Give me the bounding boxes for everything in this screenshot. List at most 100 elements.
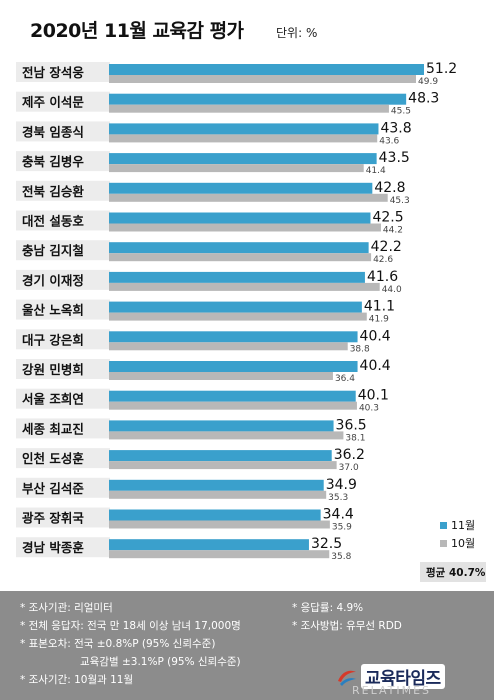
value-label-nov: 42.2: [371, 239, 402, 255]
category-label-bg: [16, 210, 110, 231]
value-label-oct: 38.8: [350, 344, 370, 354]
bar-chart: 전남 장석웅 51.249.9제주 이석문 48.345.5경북 임종식 43.843…: [16, 61, 486, 582]
value-label-nov: 48.3: [408, 91, 439, 107]
category-label-bg: [16, 477, 110, 498]
bar-oct: [109, 490, 327, 499]
value-label-nov: 36.5: [336, 417, 367, 433]
category-label: 대구 강은희: [22, 332, 84, 347]
category-label: 인천 도성훈: [22, 451, 84, 466]
value-label-oct: 35.8: [331, 552, 351, 562]
bar-nov: [109, 271, 365, 283]
value-label-nov: 41.1: [364, 299, 395, 315]
legend-swatch-nov: [440, 522, 447, 529]
footer-agency: * 조사기관: 리얼미터: [20, 602, 113, 614]
category-label: 서울 조희연: [22, 392, 84, 407]
chart-title: 2020년 11월 교육감 평가: [30, 20, 244, 42]
watermark-text: RELATIMES: [352, 684, 432, 697]
bar-oct: [109, 372, 333, 380]
value-label-oct: 41.4: [366, 166, 386, 176]
legend-swatch-oct: [440, 540, 447, 547]
category-label: 전남 장석웅: [22, 65, 84, 80]
bar-oct: [109, 282, 380, 291]
category-label-bg: [16, 418, 110, 439]
value-label-nov: 42.8: [374, 180, 405, 196]
bar-nov: [109, 301, 362, 313]
value-label-oct: 38.1: [345, 433, 365, 443]
value-label-oct: 43.6: [379, 136, 399, 146]
value-label-oct: 41.9: [369, 315, 389, 325]
bar-oct: [109, 164, 364, 173]
category-label-bg: [16, 448, 110, 469]
unit-label: 단위: %: [276, 26, 318, 40]
category-label: 강원 민병희: [22, 362, 84, 377]
bar-oct: [109, 461, 337, 470]
category-label-bg: [16, 151, 110, 172]
category-label-bg: [16, 269, 110, 290]
category-label-bg: [16, 507, 110, 528]
value-label-oct: 35.9: [332, 523, 352, 533]
bar-nov: [109, 361, 358, 372]
bar-oct: [109, 550, 330, 559]
bar-oct: [109, 104, 389, 113]
bar-nov: [109, 509, 321, 521]
category-label-bg: [16, 299, 110, 320]
bar-oct: [109, 193, 388, 202]
category-label: 부산 김석준: [22, 481, 84, 496]
category-label-bg: [16, 180, 110, 201]
footer-error-per-office: 교육감별 ±3.1%P (95% 신뢰수준): [80, 656, 241, 668]
footer-respondents: * 전체 응답자: 전국 만 18세 이상 남녀 17,000명: [20, 620, 241, 632]
value-label-nov: 36.2: [334, 447, 365, 463]
bar-nov: [109, 390, 356, 402]
category-label: 세종 최교진: [22, 421, 84, 436]
brand-name: 교육타임즈: [361, 664, 445, 689]
value-label-nov: 40.4: [360, 328, 391, 344]
category-label: 대전 설동호: [22, 214, 84, 229]
value-label-nov: 34.9: [326, 477, 357, 493]
category-label: 제주 이석문: [22, 95, 84, 110]
value-label-oct: 44.0: [382, 285, 402, 295]
bar-nov: [109, 450, 332, 462]
average-box: [420, 562, 486, 582]
bar-oct: [109, 75, 417, 83]
bar-oct: [109, 312, 367, 321]
category-label: 전북 김승환: [22, 184, 84, 199]
bar-oct: [109, 134, 378, 143]
value-label-oct: 44.2: [383, 226, 403, 236]
bar-nov: [109, 539, 309, 551]
bar-oct: [109, 520, 330, 529]
value-label-oct: 35.3: [328, 493, 348, 503]
bar-nov: [109, 420, 334, 432]
value-label-nov: 40.4: [360, 358, 391, 374]
bar-oct: [109, 223, 381, 232]
average-label: 평균 40.7%: [426, 566, 486, 579]
bar-nov: [109, 182, 373, 194]
category-label-bg: [16, 62, 110, 82]
bar-nov: [109, 64, 424, 75]
category-label-bg: [16, 240, 110, 261]
footer-response-rate: * 응답률: 4.9%: [292, 602, 364, 614]
legend-label-nov: 11월: [451, 519, 475, 532]
value-label-nov: 42.5: [372, 210, 403, 226]
category-label: 충북 김병우: [22, 154, 84, 169]
bar-nov: [109, 479, 324, 491]
value-label-nov: 32.5: [311, 536, 342, 552]
bar-oct: [109, 401, 357, 410]
category-label: 충남 김지철: [22, 243, 84, 258]
footer-method: * 조사방법: 유무선 RDD: [292, 620, 402, 632]
value-label-oct: 45.3: [390, 196, 410, 206]
value-label-oct: 45.5: [391, 107, 411, 117]
value-label-oct: 36.4: [335, 374, 355, 384]
bar-nov: [109, 212, 371, 224]
legend-label-oct: 10월: [451, 537, 475, 550]
bar-oct: [109, 253, 372, 262]
bar-oct: [109, 342, 348, 351]
chart-header: 2020년 11월 교육감 평가 단위: %: [0, 0, 494, 54]
category-label: 광주 장휘국: [22, 511, 84, 526]
category-label: 경북 임종식: [22, 124, 84, 139]
bar-oct: [109, 431, 344, 440]
category-label-bg: [16, 388, 110, 409]
category-label-bg: [16, 329, 110, 350]
category-label: 경기 이재정: [22, 273, 84, 288]
bar-nov: [109, 331, 358, 343]
value-label-nov: 40.1: [358, 388, 389, 404]
